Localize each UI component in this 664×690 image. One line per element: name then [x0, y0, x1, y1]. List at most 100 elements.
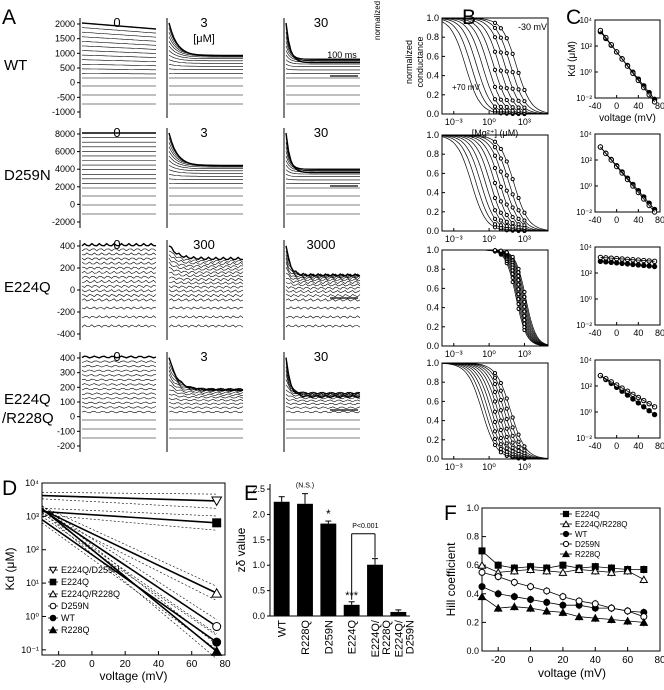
plot-frame — [595, 134, 660, 212]
x-tick-label: 10³ — [518, 234, 531, 244]
x-tick-label: 10⁻³ — [445, 349, 463, 359]
concentration-label: 3000 — [307, 237, 336, 252]
data-point — [499, 98, 502, 101]
legend-label: E224Q/D259N — [61, 565, 120, 575]
current-trace — [286, 147, 360, 169]
data-point — [517, 196, 520, 199]
current-trace — [169, 69, 243, 70]
y-tick-label: 10⁴ — [580, 130, 593, 139]
y-tick-label: -200 — [57, 307, 75, 317]
y-tick-label: 2.0 — [252, 509, 265, 519]
panel-d-letter: D — [2, 477, 17, 500]
current-trace — [169, 142, 243, 165]
data-point — [505, 70, 508, 73]
x-axis-label: voltage (mV) — [99, 669, 167, 683]
x-tick-label: 0 — [614, 101, 619, 111]
current-trace — [286, 142, 360, 170]
legend-marker — [50, 579, 56, 585]
data-point — [517, 99, 520, 102]
current-trace — [82, 41, 156, 45]
y-tick-label: 10⁰ — [580, 68, 592, 77]
data-point — [499, 436, 502, 439]
y-tick-label: 1000 — [55, 48, 75, 58]
x-tick-label: 0 — [528, 655, 534, 666]
conductance-curve — [442, 250, 548, 345]
data-point — [505, 417, 508, 420]
data-point — [499, 109, 502, 112]
data-point — [499, 249, 502, 252]
current-trace — [82, 411, 156, 413]
y-tick-label: 10⁴ — [25, 478, 39, 488]
data-point — [511, 178, 514, 181]
current-trace — [82, 73, 156, 74]
y-axis-label: zδ value — [234, 527, 248, 572]
y-tick-label: 2000 — [55, 182, 75, 192]
y-tick-label: 0.6 — [426, 51, 439, 61]
concentration-label: 30 — [314, 349, 328, 364]
data-point — [505, 98, 508, 101]
y-tick-label: 8000 — [55, 129, 75, 139]
data-point — [499, 147, 502, 150]
data-point — [493, 196, 496, 199]
legend-label: D259N — [575, 540, 600, 549]
current-trace — [286, 307, 360, 309]
data-point — [517, 433, 520, 436]
current-trace — [169, 60, 243, 64]
data-point — [511, 193, 514, 196]
y-tick-label: -500 — [57, 92, 75, 102]
current-trace — [169, 374, 243, 391]
y-tick-label: 1500 — [55, 34, 75, 44]
data-point — [499, 447, 502, 450]
current-trace — [82, 370, 156, 372]
y-tick-label: -100 — [57, 426, 75, 436]
panel-f-letter: F — [444, 502, 457, 525]
y-tick-label: 200 — [60, 263, 75, 273]
series-marker — [212, 589, 222, 597]
data-point — [523, 211, 526, 214]
data-point — [517, 109, 520, 112]
data-point — [499, 389, 502, 392]
y-tick-label: 6000 — [55, 147, 75, 157]
x-tick-label: 10³ — [518, 462, 531, 472]
current-trace — [169, 307, 243, 309]
data-point — [523, 445, 526, 448]
series-marker — [511, 579, 517, 585]
traces-column: 30 — [284, 125, 360, 228]
data-point — [493, 109, 496, 112]
y-tick-label: 2000 — [55, 19, 75, 29]
y-tick-label: 400 — [60, 353, 75, 363]
data-point — [511, 434, 514, 437]
x-tick-label: 40 — [633, 328, 643, 338]
current-trace — [82, 253, 156, 255]
data-point — [505, 224, 508, 227]
data-point — [523, 106, 526, 109]
current-trace — [169, 290, 243, 293]
y-tick-label: 0.8 — [426, 32, 439, 42]
fit-line — [600, 376, 654, 407]
data-point — [517, 445, 520, 448]
current-trace — [82, 393, 156, 395]
x-tick-label: 0 — [89, 659, 95, 670]
data-point — [511, 71, 514, 74]
series-marker — [213, 519, 221, 527]
data-point — [505, 407, 508, 410]
current-trace — [169, 394, 243, 398]
data-point — [505, 450, 508, 453]
data-point — [493, 146, 496, 149]
y-tick-label: 0.0 — [426, 226, 439, 236]
y-tick-label: -1000 — [52, 107, 75, 117]
y-tick-label: 0.8 — [426, 149, 439, 159]
data-point — [511, 109, 514, 112]
data-point — [499, 398, 502, 401]
data-point — [499, 157, 502, 160]
data-point — [493, 420, 496, 423]
legend-marker — [50, 615, 56, 621]
current-trace — [82, 325, 156, 327]
data-point — [517, 223, 520, 226]
current-trace — [82, 37, 156, 42]
current-trace — [82, 316, 156, 318]
data-point — [499, 27, 502, 30]
